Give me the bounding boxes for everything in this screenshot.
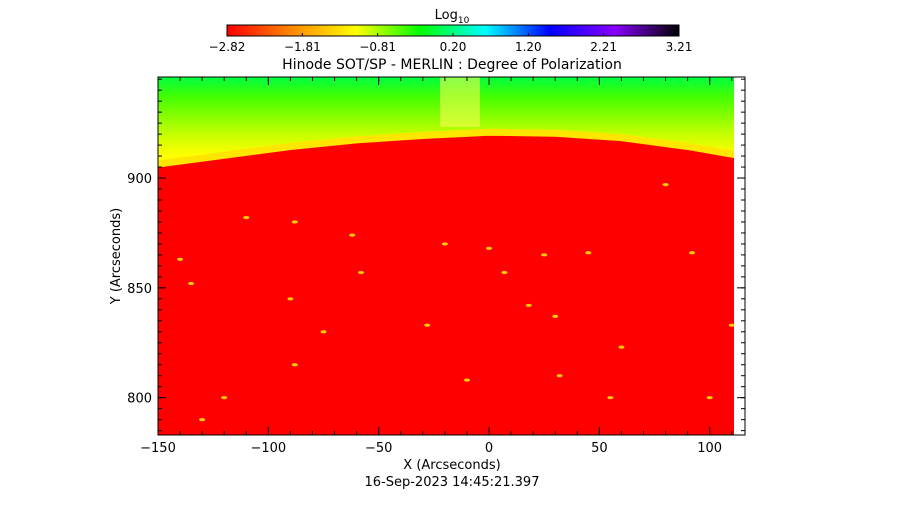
colorbar-tick-label: 2.21 <box>590 40 617 54</box>
colorbar-tick-label: −1.81 <box>284 40 321 54</box>
y-axis: 800 850 900 <box>127 78 745 432</box>
bright-feature <box>689 251 696 255</box>
x-tick-label: −150 <box>140 441 176 456</box>
bright-feature <box>188 281 195 286</box>
bright-feature <box>463 378 470 382</box>
plot-frame <box>157 76 746 436</box>
x-tick-label: −100 <box>250 441 286 456</box>
y-tick-label: 850 <box>127 282 152 297</box>
bright-feature <box>618 345 625 349</box>
bright-feature <box>728 323 735 327</box>
x-tick-label: 0 <box>485 441 493 456</box>
bright-feature <box>291 220 298 224</box>
bright-feature <box>541 253 548 257</box>
colorbar-tick-label: −2.82 <box>209 40 246 54</box>
y-tick-label: 900 <box>127 172 152 187</box>
bright-feature <box>662 183 669 187</box>
bright-feature <box>358 270 365 275</box>
bright-feature <box>585 251 592 255</box>
colorbar-label: Log10 <box>435 8 470 26</box>
bright-feature <box>525 303 532 308</box>
bright-feature <box>199 418 206 422</box>
bright-feature <box>177 257 184 261</box>
heatmap-image <box>158 77 745 435</box>
limb-band <box>158 128 745 168</box>
colorbar-ticks: −2.82 −1.81 −0.81 0.20 1.20 2.21 3.21 <box>209 33 693 54</box>
x-axis: −150 −100 −50 0 50 100 <box>140 77 733 456</box>
colorbar-tick-label: −0.81 <box>359 40 396 54</box>
x-axis-label: X (Arcseconds) <box>403 458 500 473</box>
bright-feature <box>486 246 493 250</box>
chart-title: Hinode SOT/SP - MERLIN : Degree of Polar… <box>282 57 622 73</box>
colorbar-tick-label: 0.20 <box>440 40 467 54</box>
off-limb-artifact <box>440 77 480 127</box>
bright-feature <box>556 374 563 378</box>
bright-feature <box>706 396 713 400</box>
bright-feature <box>349 233 356 237</box>
x-tick-label: −50 <box>365 441 392 456</box>
x-tick-label: 100 <box>697 441 722 456</box>
bright-feature <box>287 297 294 301</box>
bright-feature <box>441 242 448 246</box>
colorbar-tick-label: 1.20 <box>515 40 542 54</box>
bright-feature <box>221 396 228 400</box>
colorbar-tick-label: 3.21 <box>666 40 693 54</box>
bright-feature <box>291 363 298 367</box>
bright-feature <box>552 314 559 318</box>
bright-feature <box>501 270 508 275</box>
x-tick-label: 50 <box>591 441 608 456</box>
bright-feature <box>320 330 327 334</box>
bright-feature <box>424 323 431 327</box>
solar-disk <box>158 135 745 435</box>
blank-strip <box>734 77 745 435</box>
timestamp: 16-Sep-2023 14:45:21.397 <box>365 475 540 490</box>
bright-features <box>177 183 735 422</box>
bright-feature <box>607 396 614 400</box>
bright-feature <box>243 215 250 220</box>
y-tick-label: 800 <box>127 392 152 407</box>
y-axis-label: Y (Arcseconds) <box>109 208 124 305</box>
